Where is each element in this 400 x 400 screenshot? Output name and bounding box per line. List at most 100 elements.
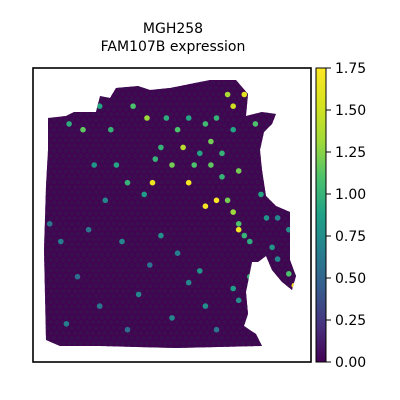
spot <box>165 169 171 175</box>
spot <box>147 314 153 320</box>
spot <box>69 200 75 206</box>
spot <box>285 85 291 91</box>
spot <box>44 325 45 331</box>
spot <box>168 278 174 284</box>
spot <box>285 221 291 227</box>
spot <box>123 262 129 268</box>
spot <box>129 345 135 348</box>
spot <box>249 345 255 348</box>
spot <box>276 205 282 211</box>
spot <box>44 111 48 117</box>
spot <box>174 80 180 86</box>
spot <box>231 335 237 341</box>
spot <box>177 325 183 331</box>
spot <box>48 153 54 159</box>
spot <box>195 117 201 123</box>
expression-spot <box>85 226 92 233</box>
spot <box>189 252 195 258</box>
spot <box>294 257 296 263</box>
spot <box>84 184 90 190</box>
spot <box>255 137 261 143</box>
spot <box>44 340 48 346</box>
spot <box>81 283 87 289</box>
spot <box>44 80 45 81</box>
spot <box>78 236 84 242</box>
spot <box>84 143 90 149</box>
spot <box>117 221 123 227</box>
spot <box>108 122 114 128</box>
spot <box>198 215 204 221</box>
spot <box>294 122 296 128</box>
spot <box>108 226 114 232</box>
spot <box>90 101 96 107</box>
spot <box>108 101 114 107</box>
spot <box>153 335 159 341</box>
spot <box>249 304 255 310</box>
spot <box>243 241 249 247</box>
spot <box>108 236 114 242</box>
spot <box>81 241 87 247</box>
spot <box>261 314 267 320</box>
spot <box>102 111 108 117</box>
spot <box>252 91 258 97</box>
spot <box>93 314 99 320</box>
spot <box>93 262 99 268</box>
spot <box>111 283 117 289</box>
spot <box>210 236 216 242</box>
spot <box>294 101 296 107</box>
spot <box>69 283 75 289</box>
spot <box>123 252 129 258</box>
spot <box>153 137 159 143</box>
spot <box>138 153 144 159</box>
spot <box>273 345 279 348</box>
spot <box>123 80 129 81</box>
spot <box>44 288 48 294</box>
spot <box>99 283 105 289</box>
spot <box>198 319 204 325</box>
spot <box>240 267 246 273</box>
spot <box>204 278 210 284</box>
spot <box>48 184 54 190</box>
spot <box>204 143 210 149</box>
spot <box>216 278 222 284</box>
spot <box>231 200 237 206</box>
spot <box>105 106 111 112</box>
spot <box>117 96 123 102</box>
spot <box>258 111 264 117</box>
spot <box>75 127 81 133</box>
spot <box>249 127 255 133</box>
spot <box>84 236 90 242</box>
spot <box>126 101 132 107</box>
spot <box>44 137 45 143</box>
spot <box>231 241 237 247</box>
spot <box>285 127 291 133</box>
spot <box>279 179 285 185</box>
spot <box>279 148 285 154</box>
spot <box>54 143 60 149</box>
spot <box>213 96 219 102</box>
spot <box>252 247 258 253</box>
spot <box>60 122 66 128</box>
spot <box>255 221 261 227</box>
spot <box>45 325 51 331</box>
spot <box>177 293 183 299</box>
spot <box>78 153 84 159</box>
spot <box>198 309 204 315</box>
spot <box>270 143 276 149</box>
chart-title-line2: FAM107B expression <box>101 39 246 55</box>
spot <box>120 184 126 190</box>
spot <box>153 148 159 154</box>
spot <box>267 158 273 164</box>
spot <box>141 148 147 154</box>
spot <box>255 252 261 258</box>
spot <box>66 330 72 336</box>
spot <box>216 288 222 294</box>
spot <box>174 205 180 211</box>
spot <box>273 325 279 331</box>
spot <box>48 91 54 97</box>
spot <box>90 143 96 149</box>
spot <box>231 221 237 227</box>
spot <box>153 345 159 348</box>
spot <box>225 169 231 175</box>
spot <box>186 153 192 159</box>
